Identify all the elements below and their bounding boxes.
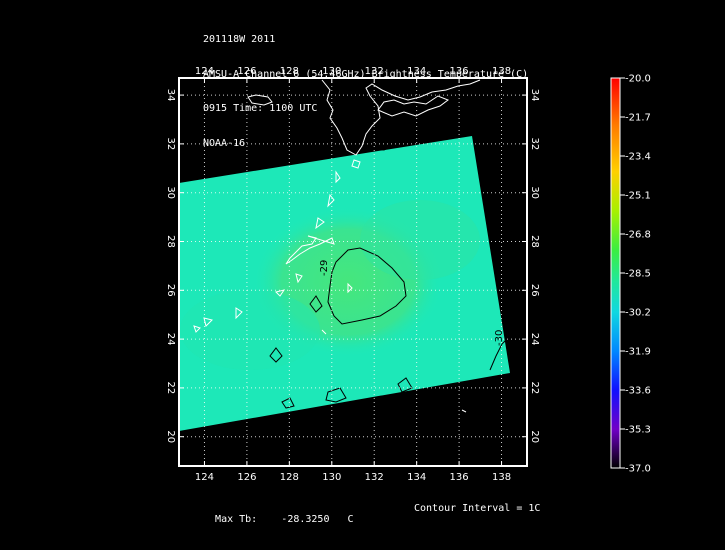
lon-label-top: 138 (492, 66, 511, 77)
contour-lines (269, 145, 509, 409)
colorbar-label: -20.0 (625, 74, 651, 85)
lat-label-right: 22 (529, 382, 540, 395)
colorbar-label: -33.6 (625, 386, 651, 397)
contour-label-29: -29 (319, 260, 330, 276)
lat-label-right: 30 (529, 186, 540, 199)
storm-id-year: 201118W 2011 (203, 34, 276, 45)
lon-label-bottom: 136 (450, 472, 469, 483)
lat-label-left: 24 (165, 333, 176, 346)
satellite-name: NOAA-16 (203, 137, 246, 149)
lat-label-left: 26 (165, 284, 176, 297)
max-tb-value: -28.3250 (281, 514, 330, 525)
lat-label-right: 24 (529, 333, 540, 346)
lon-label-bottom: 124 (195, 472, 214, 483)
colorbar-label: -28.5 (625, 269, 651, 280)
lat-label-right: 32 (529, 138, 540, 151)
max-tb-label: Max Tb: (215, 514, 258, 525)
observation-time: 0915 Time: 1100 UTC (203, 103, 318, 114)
lon-label-top: 128 (280, 66, 299, 77)
colorbar (610, 77, 621, 469)
map-header: 201118W 2011 AMSU-A Channel 6 (54.46GHz)… (203, 11, 528, 161)
colorbar-label: -37.0 (625, 464, 651, 475)
contour-label-30: -30 (494, 330, 505, 346)
lon-label-bottom: 138 (492, 472, 511, 483)
lat-label-left: 34 (165, 89, 176, 102)
max-tb-unit: C (347, 514, 354, 525)
contour-interval: Contour Interval = 1C (414, 503, 541, 514)
lon-label-bottom: 126 (237, 472, 256, 483)
lon-label-bottom: 134 (407, 472, 426, 483)
graticule (179, 78, 527, 466)
lat-label-left: 30 (165, 186, 176, 199)
colorbar-label: -30.2 (625, 308, 651, 319)
lon-label-top: 130 (322, 66, 341, 77)
colorbar-ticks: -20.0 -21.7 -23.4 -25.1 -26.8 -28.5 -30.2 -31.9… (620, 74, 651, 475)
lon-label-bottom: 132 (365, 472, 384, 483)
axis-ticks: 124 124 126 126 128 128 130 130 132 132 134 134 136 1… (165, 66, 540, 483)
product-title: AMSU-A Channel 6 (54.46GHz) Brightness T… (203, 68, 529, 80)
colorbar-label: -21.7 (625, 113, 651, 124)
colorbar-label: -31.9 (625, 347, 651, 358)
colorbar-label: -35.3 (625, 425, 651, 436)
colorbar-label: -25.1 (625, 191, 651, 202)
lat-label-right: 28 (529, 235, 540, 248)
lat-label-left: 28 (165, 235, 176, 248)
lon-label-top: 126 (237, 66, 256, 77)
lat-label-right: 34 (529, 89, 540, 102)
lat-label-left: 22 (165, 382, 176, 395)
lat-label-right: 26 (529, 284, 540, 297)
lon-label-bottom: 128 (280, 472, 299, 483)
lon-label-top: 132 (365, 66, 384, 77)
lon-label-bottom: 130 (322, 472, 341, 483)
lat-label-right: 20 (529, 430, 540, 443)
colorbar-label: -26.8 (625, 230, 651, 241)
lat-label-left: 32 (165, 138, 176, 151)
lon-label-top: 134 (407, 66, 426, 77)
map-frame (178, 77, 528, 467)
lon-label-top: 136 (450, 66, 469, 77)
colorbar-label: -23.4 (625, 152, 651, 163)
lon-label-top: 124 (195, 66, 214, 77)
max-tb-readout: Max Tb: -28.3250 C (203, 503, 354, 525)
lat-label-left: 20 (165, 430, 176, 443)
